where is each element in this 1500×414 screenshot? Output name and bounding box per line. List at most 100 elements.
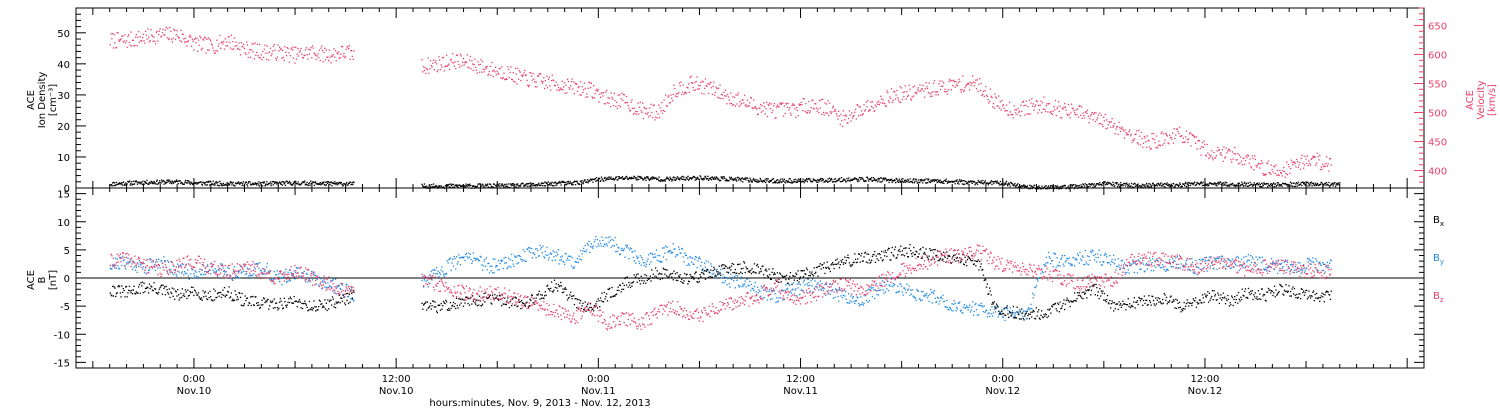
by-point [820, 280, 821, 281]
velocity-point [310, 47, 311, 48]
by-point [1153, 270, 1154, 271]
by-point [459, 257, 460, 258]
density-point [501, 185, 502, 186]
density-point [659, 177, 660, 178]
density-point [239, 184, 240, 185]
by-point [680, 253, 681, 254]
velocity-point [599, 94, 600, 95]
by-point [638, 261, 639, 262]
by-point [771, 298, 772, 299]
b-tick-label: -15 [54, 358, 70, 369]
density-point [999, 183, 1000, 184]
by-point [929, 294, 930, 295]
velocity-point [905, 85, 906, 86]
density-point [1307, 185, 1308, 186]
velocity-point [622, 100, 623, 101]
density-point [544, 181, 545, 182]
velocity-point [451, 61, 452, 62]
density-point [666, 177, 667, 178]
density-point [276, 183, 277, 184]
by-point [860, 296, 861, 297]
velocity-point [163, 29, 164, 30]
by-point [1109, 255, 1110, 256]
by-point [1210, 265, 1211, 266]
density-point [219, 181, 220, 182]
by-point [625, 245, 626, 246]
density-point [812, 181, 813, 182]
density-point [487, 184, 488, 185]
velocity-point [1164, 140, 1165, 141]
density-point [914, 181, 915, 182]
velocity-point [466, 62, 467, 63]
by-point [1090, 251, 1091, 252]
by-point [891, 277, 892, 278]
by-point [768, 291, 769, 292]
velocity-point [1027, 113, 1028, 114]
by-point [1097, 253, 1098, 254]
by-point [578, 262, 579, 263]
velocity-point [330, 62, 331, 63]
velocity-point [814, 108, 815, 109]
density-point [1033, 187, 1034, 188]
velocity-point [825, 112, 826, 113]
b-tick-label: -5 [60, 302, 70, 313]
density-point [616, 176, 617, 177]
density-point [332, 182, 333, 183]
density-point [166, 180, 167, 181]
density-point [217, 185, 218, 186]
density-point [809, 178, 810, 179]
velocity-point [725, 90, 726, 91]
by-point [872, 296, 873, 297]
density-point [1146, 183, 1147, 184]
density-point [248, 183, 249, 184]
velocity-point [1330, 158, 1331, 159]
by-point [349, 289, 350, 290]
density-point [766, 180, 767, 181]
velocity-point [1033, 110, 1034, 111]
by-point [1029, 309, 1030, 310]
velocity-point [1039, 109, 1040, 110]
by-point [769, 289, 770, 290]
density-point [902, 178, 903, 179]
density-point [433, 183, 434, 184]
velocity-point [1086, 113, 1087, 114]
by-point [350, 298, 351, 299]
by-point [1061, 257, 1062, 258]
density-point [351, 184, 352, 185]
velocity-point [900, 102, 901, 103]
by-point [817, 284, 818, 285]
density-point [1336, 184, 1337, 185]
by-point [690, 257, 691, 258]
by-point [643, 262, 644, 263]
density-point [755, 179, 756, 180]
density-point [451, 185, 452, 186]
density-point [202, 184, 203, 185]
by-point [1256, 257, 1257, 258]
velocity-point [323, 52, 324, 53]
by-point [142, 269, 143, 270]
by-point [814, 288, 815, 289]
velocity-point [1215, 157, 1216, 158]
velocity-point [792, 103, 793, 104]
density-point [540, 185, 541, 186]
density-point [130, 184, 131, 185]
velocity-point [1327, 165, 1328, 166]
velocity-point [705, 78, 706, 79]
density-point [996, 181, 997, 182]
velocity-point [1169, 135, 1170, 136]
velocity-point [728, 96, 729, 97]
velocity-point [194, 39, 195, 40]
velocity-point [171, 39, 172, 40]
density-point [946, 181, 947, 182]
velocity-point [1256, 167, 1257, 168]
by-point [963, 307, 964, 308]
density-point [901, 179, 902, 180]
density-point [166, 182, 167, 183]
velocity-point [1252, 155, 1253, 156]
velocity-point [549, 77, 550, 78]
by-point [666, 259, 667, 260]
velocity-point [865, 109, 866, 110]
density-point [704, 178, 705, 179]
by-point [1232, 258, 1233, 259]
velocity-point [899, 101, 900, 102]
